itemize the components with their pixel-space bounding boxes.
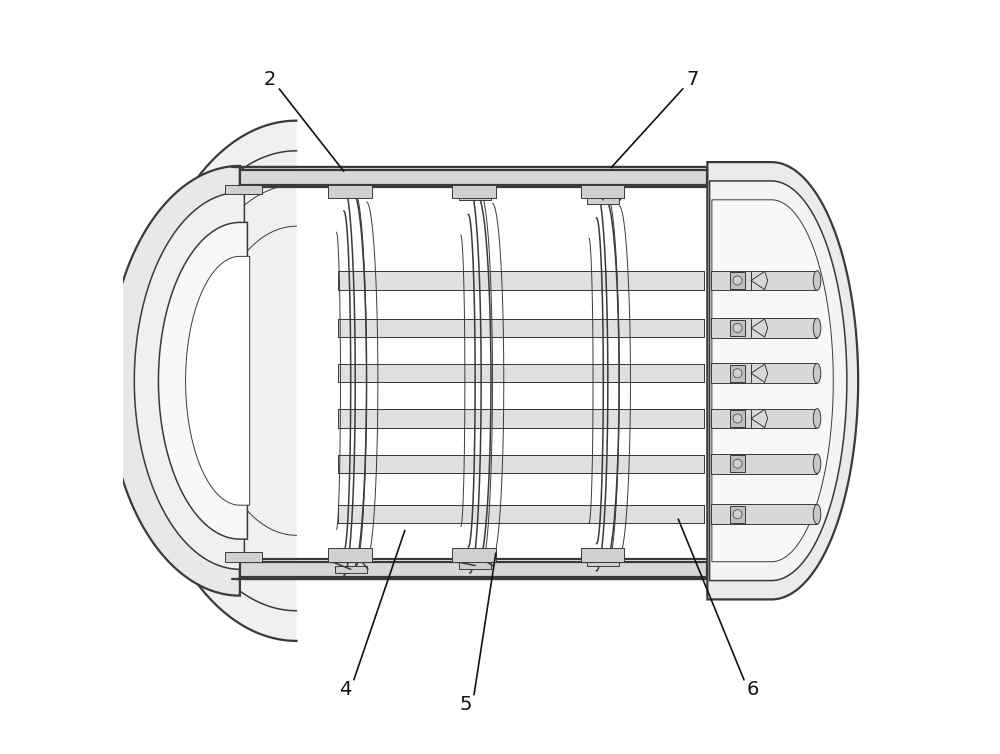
Ellipse shape	[813, 363, 821, 383]
Polygon shape	[712, 200, 833, 562]
Polygon shape	[730, 320, 745, 336]
Polygon shape	[711, 409, 817, 428]
Polygon shape	[730, 365, 745, 382]
Polygon shape	[707, 162, 858, 599]
Ellipse shape	[733, 369, 742, 378]
Ellipse shape	[733, 510, 742, 519]
Polygon shape	[339, 185, 367, 198]
Polygon shape	[338, 455, 704, 473]
Polygon shape	[711, 271, 817, 290]
Polygon shape	[590, 185, 618, 198]
Ellipse shape	[813, 409, 821, 428]
Ellipse shape	[733, 459, 742, 468]
Polygon shape	[711, 363, 817, 383]
Polygon shape	[711, 454, 817, 474]
Polygon shape	[240, 562, 707, 577]
Polygon shape	[338, 319, 704, 337]
Polygon shape	[338, 271, 704, 290]
Polygon shape	[711, 318, 817, 338]
Polygon shape	[710, 181, 847, 581]
Text: 2: 2	[264, 69, 276, 89]
Polygon shape	[581, 185, 624, 198]
Polygon shape	[225, 552, 262, 562]
Ellipse shape	[733, 276, 742, 285]
Ellipse shape	[813, 318, 821, 338]
Polygon shape	[459, 562, 491, 569]
Polygon shape	[328, 548, 372, 562]
Polygon shape	[158, 222, 247, 539]
Polygon shape	[108, 166, 240, 596]
Polygon shape	[587, 196, 619, 204]
Polygon shape	[328, 185, 372, 198]
Polygon shape	[240, 170, 707, 185]
Ellipse shape	[813, 454, 821, 474]
Polygon shape	[459, 192, 491, 200]
Polygon shape	[452, 185, 496, 198]
Polygon shape	[338, 364, 704, 382]
Polygon shape	[590, 548, 618, 562]
Polygon shape	[464, 548, 491, 562]
Ellipse shape	[733, 414, 742, 423]
Text: 5: 5	[460, 695, 472, 715]
Polygon shape	[134, 192, 244, 569]
Polygon shape	[186, 256, 250, 505]
Polygon shape	[464, 185, 491, 198]
Polygon shape	[338, 505, 704, 523]
Text: 6: 6	[746, 680, 759, 700]
Polygon shape	[138, 121, 296, 641]
Polygon shape	[335, 566, 367, 573]
Polygon shape	[711, 504, 817, 524]
Polygon shape	[587, 558, 619, 566]
Text: 7: 7	[686, 69, 698, 89]
Polygon shape	[452, 548, 496, 562]
Polygon shape	[339, 548, 367, 562]
Polygon shape	[581, 548, 624, 562]
Polygon shape	[338, 409, 704, 428]
Polygon shape	[730, 455, 745, 472]
Polygon shape	[730, 506, 745, 523]
Ellipse shape	[813, 271, 821, 290]
Text: 4: 4	[339, 680, 352, 700]
Polygon shape	[730, 410, 745, 427]
Polygon shape	[730, 272, 745, 289]
Polygon shape	[335, 188, 367, 196]
Polygon shape	[225, 185, 262, 194]
Ellipse shape	[813, 504, 821, 524]
Ellipse shape	[733, 323, 742, 333]
